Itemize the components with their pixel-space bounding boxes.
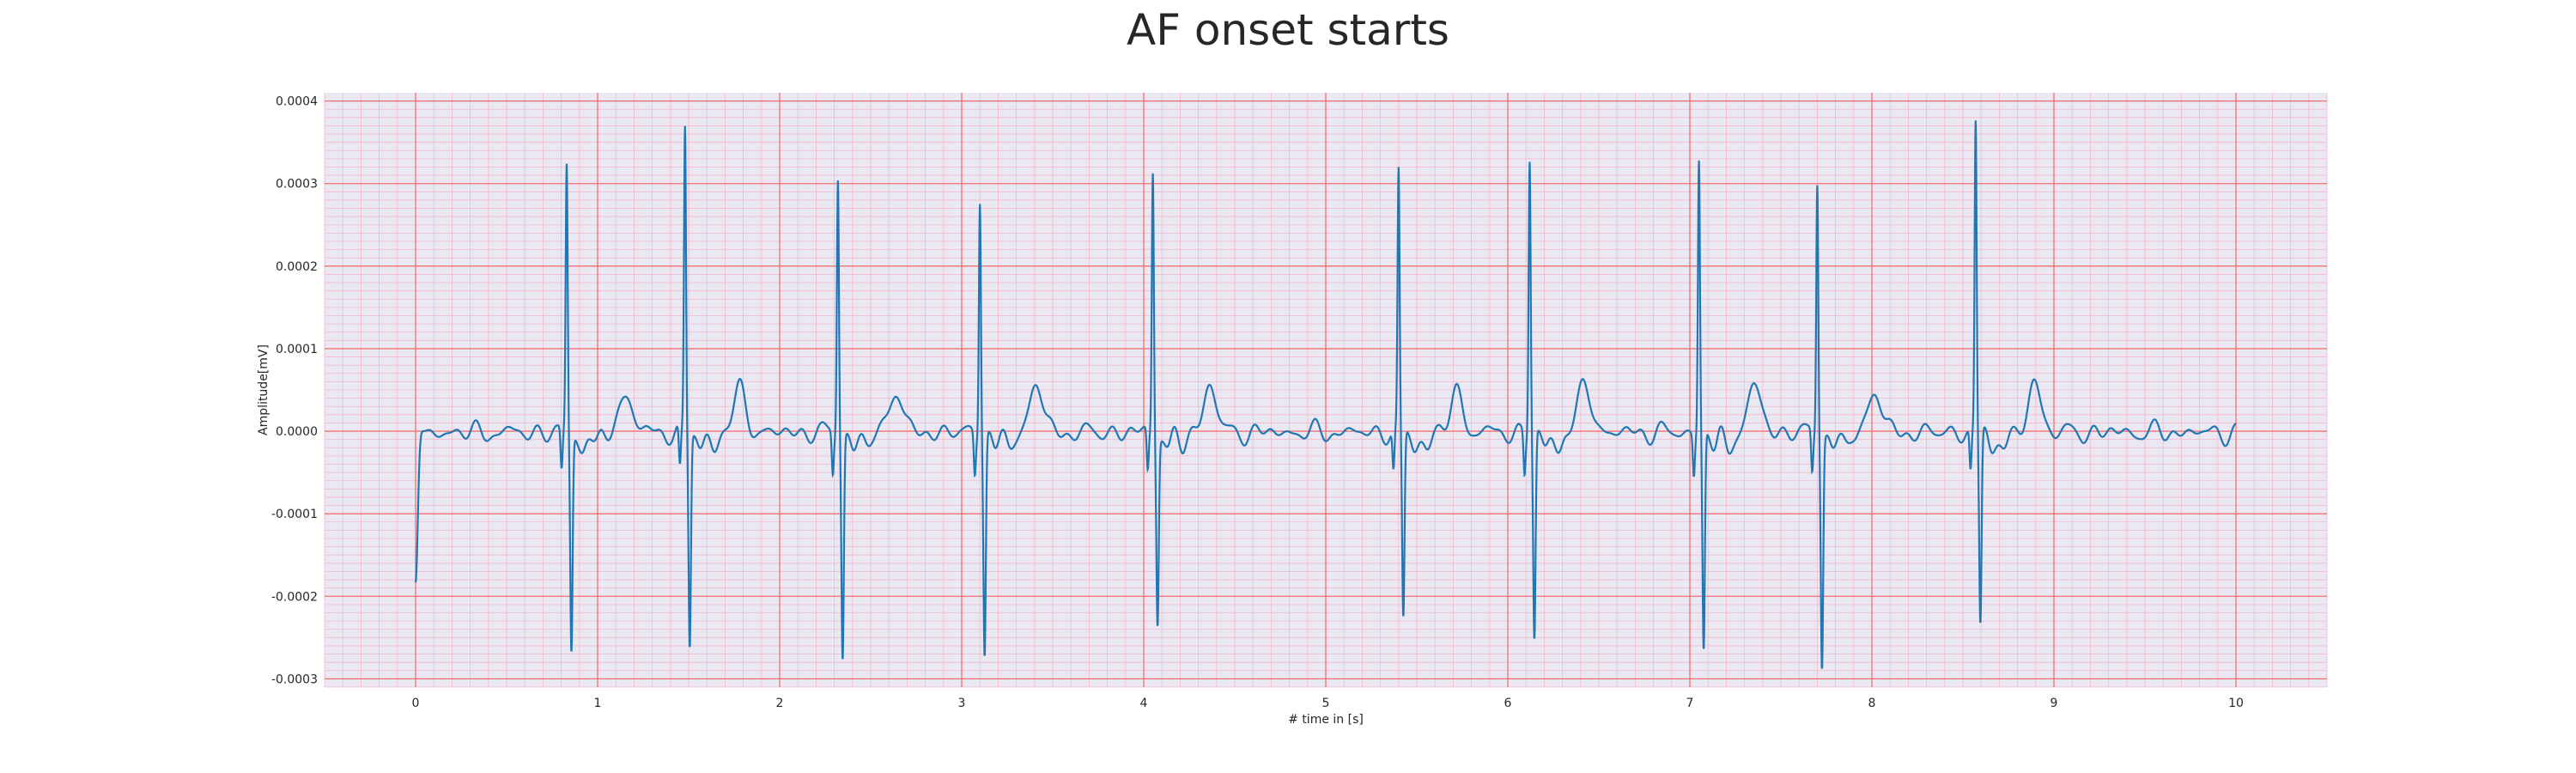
x-tick-label: 2 xyxy=(776,697,784,710)
x-tick-label: 0 xyxy=(412,697,420,710)
y-tick-label: 0.0003 xyxy=(276,178,318,192)
y-tick-label: -0.0001 xyxy=(271,508,318,521)
x-tick-label: 10 xyxy=(2228,697,2244,710)
chart-title: AF onset starts xyxy=(1127,5,1449,55)
y-tick-labels: -0.0003 -0.0002 -0.0001 0.0000 0.0001 0.0002 0… xyxy=(271,95,318,687)
x-tick-label: 7 xyxy=(1686,697,1694,710)
x-tick-label: 5 xyxy=(1322,697,1330,710)
x-axis-label: # time in [s] xyxy=(1288,713,1364,727)
x-tick-label: 1 xyxy=(594,697,602,710)
x-tick-label: 8 xyxy=(1868,697,1876,710)
y-tick-label: -0.0003 xyxy=(271,673,318,686)
y-tick-label: 0.0001 xyxy=(276,343,318,356)
x-tick-label: 9 xyxy=(2050,697,2058,710)
y-tick-label: 0.0000 xyxy=(276,425,318,439)
x-tick-labels: 0 1 2 3 4 5 6 7 8 9 10 xyxy=(412,697,2244,710)
y-tick-label: -0.0002 xyxy=(271,590,318,604)
y-axis-label: Amplitude[mV] xyxy=(257,344,270,435)
x-tick-label: 4 xyxy=(1140,697,1148,710)
y-tick-label: 0.0002 xyxy=(276,260,318,274)
major-grid xyxy=(325,93,2327,687)
x-tick-label: 6 xyxy=(1504,697,1512,710)
ecg-series-line xyxy=(414,120,2237,669)
x-tick-label: 3 xyxy=(958,697,966,710)
y-tick-label: 0.0004 xyxy=(276,95,318,109)
